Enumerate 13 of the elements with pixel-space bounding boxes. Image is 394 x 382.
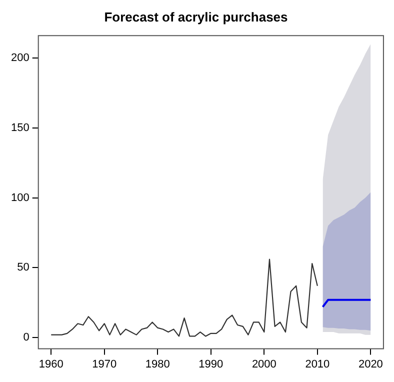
chart-title: Forecast of acrylic purchases (104, 9, 288, 24)
y-tick-label: 50 (17, 262, 30, 274)
x-tick-label: 1990 (198, 358, 224, 370)
x-tick-label: 1970 (92, 358, 117, 370)
x-tick-label: 2010 (305, 358, 330, 370)
x-tick-label: 2020 (358, 358, 383, 370)
y-tick-label: 0 (23, 332, 30, 344)
x-tick-label: 1980 (145, 358, 170, 370)
y-tick-label: 200 (10, 52, 30, 64)
x-tick-label: 1960 (38, 358, 64, 370)
x-tick-label: 2000 (252, 358, 276, 370)
y-tick-label: 150 (10, 122, 30, 134)
y-tick-label: 100 (10, 192, 30, 204)
